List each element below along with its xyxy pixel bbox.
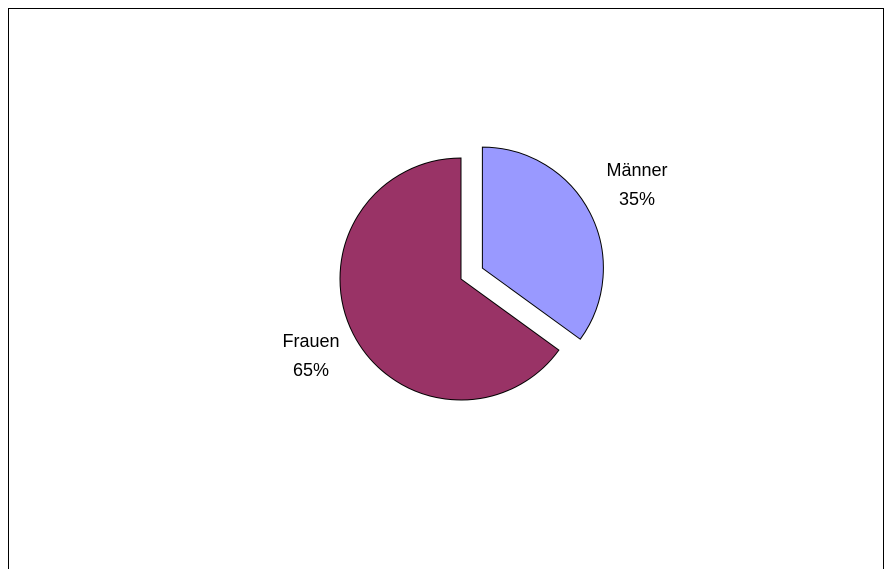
- slice-label-percent: 35%: [619, 189, 655, 209]
- pie-slice-frauen: [339, 157, 560, 401]
- slice-label-percent: 65%: [293, 360, 329, 380]
- slice-label-name: Männer: [606, 160, 667, 180]
- slice-label-name: Frauen: [282, 331, 339, 351]
- pie-chart: Männer 35% Frauen 65%: [282, 146, 668, 401]
- chart-area: Männer 35% Frauen 65%: [8, 8, 884, 569]
- pie-slice-maenner: [481, 146, 604, 340]
